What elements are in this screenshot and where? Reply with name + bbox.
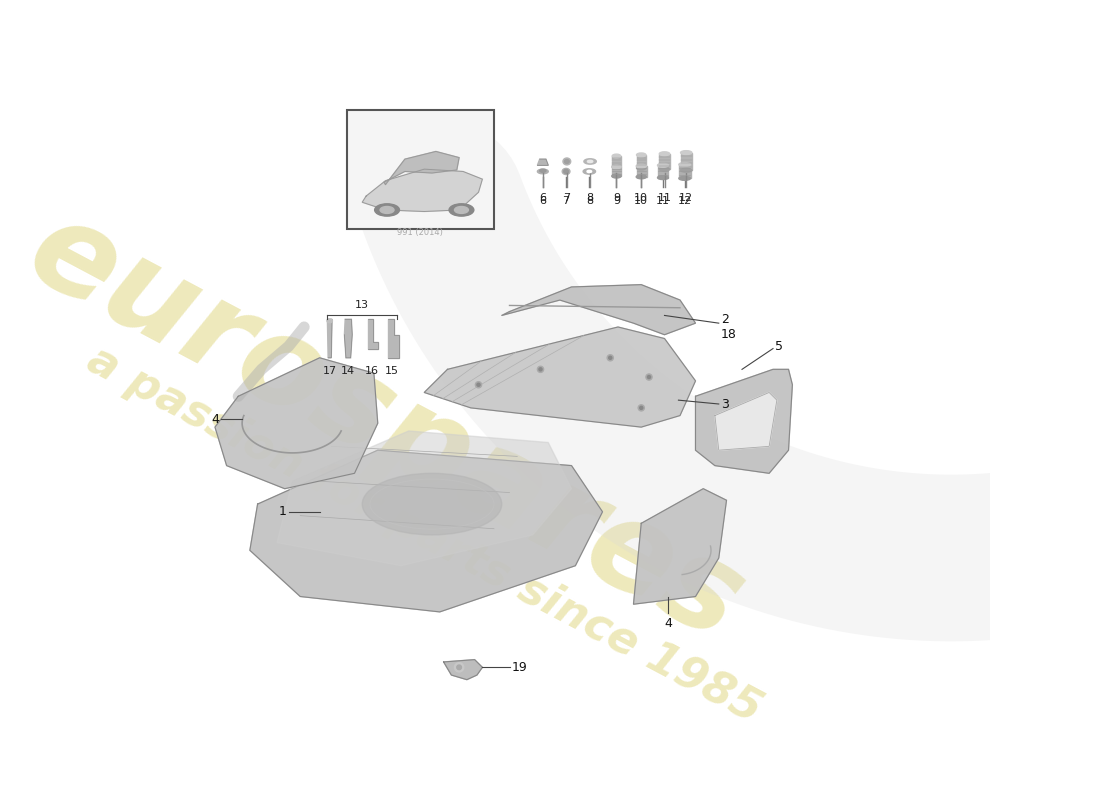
Circle shape: [608, 356, 612, 359]
Ellipse shape: [362, 474, 502, 535]
Ellipse shape: [587, 160, 593, 162]
Text: 5: 5: [776, 340, 783, 353]
Text: 16: 16: [364, 366, 378, 375]
Ellipse shape: [636, 164, 647, 168]
Ellipse shape: [563, 170, 569, 174]
Ellipse shape: [613, 154, 620, 158]
Ellipse shape: [679, 177, 691, 180]
Bar: [637, 155, 646, 168]
Ellipse shape: [681, 150, 692, 154]
Circle shape: [646, 374, 652, 380]
Text: 12: 12: [679, 193, 693, 203]
Ellipse shape: [587, 170, 592, 173]
Polygon shape: [250, 450, 603, 612]
Circle shape: [454, 662, 464, 672]
Polygon shape: [362, 169, 483, 211]
Ellipse shape: [612, 165, 621, 169]
Text: 11: 11: [656, 196, 670, 206]
Ellipse shape: [659, 167, 670, 171]
Text: 7: 7: [563, 193, 571, 203]
Polygon shape: [277, 431, 572, 566]
Circle shape: [477, 383, 480, 386]
Text: eurospares: eurospares: [8, 188, 762, 666]
Bar: [612, 167, 621, 176]
Circle shape: [539, 368, 542, 371]
Polygon shape: [388, 319, 398, 358]
Bar: [658, 166, 669, 178]
Text: 13: 13: [355, 300, 370, 310]
Text: 7: 7: [562, 196, 570, 206]
Ellipse shape: [658, 163, 669, 167]
Circle shape: [648, 375, 650, 378]
Ellipse shape: [327, 319, 332, 322]
Text: 18: 18: [722, 328, 737, 341]
Text: 4: 4: [664, 617, 672, 630]
Text: 4: 4: [211, 413, 219, 426]
Bar: [681, 153, 692, 170]
Text: 8: 8: [586, 193, 594, 203]
Ellipse shape: [658, 176, 669, 179]
Bar: [679, 165, 691, 178]
Text: 10: 10: [635, 193, 648, 203]
Text: 15: 15: [385, 366, 398, 375]
Polygon shape: [384, 151, 459, 185]
Circle shape: [640, 406, 642, 410]
Ellipse shape: [562, 168, 570, 174]
Ellipse shape: [679, 162, 691, 166]
Ellipse shape: [540, 169, 546, 172]
Polygon shape: [328, 319, 332, 358]
Ellipse shape: [681, 168, 692, 172]
Circle shape: [607, 354, 614, 361]
Text: 1: 1: [278, 506, 286, 518]
Polygon shape: [634, 489, 726, 604]
Text: 8: 8: [586, 196, 593, 206]
Text: 10: 10: [635, 196, 648, 206]
Text: 2: 2: [722, 313, 729, 326]
Text: 19: 19: [512, 661, 528, 674]
Polygon shape: [425, 327, 695, 427]
Text: a passion for parts since 1985: a passion for parts since 1985: [80, 338, 769, 732]
Text: 3: 3: [722, 398, 729, 410]
Bar: [346, 110, 494, 230]
Ellipse shape: [637, 153, 646, 157]
Ellipse shape: [584, 158, 596, 164]
Ellipse shape: [659, 152, 670, 156]
Polygon shape: [715, 393, 777, 450]
Ellipse shape: [613, 165, 620, 169]
Text: 9: 9: [613, 193, 620, 203]
Circle shape: [456, 665, 462, 670]
Ellipse shape: [563, 158, 571, 165]
Text: 17: 17: [322, 366, 337, 375]
Circle shape: [538, 366, 543, 373]
Text: 6: 6: [539, 193, 547, 203]
Ellipse shape: [637, 166, 646, 170]
Polygon shape: [443, 660, 483, 680]
Circle shape: [638, 405, 645, 411]
Polygon shape: [502, 285, 695, 334]
Polygon shape: [367, 319, 377, 349]
Ellipse shape: [449, 204, 474, 216]
Ellipse shape: [375, 204, 399, 216]
Text: 9: 9: [613, 196, 620, 206]
Text: 11: 11: [658, 193, 671, 203]
Polygon shape: [214, 358, 377, 489]
Bar: [659, 154, 670, 169]
Text: 14: 14: [341, 366, 355, 375]
Bar: [613, 156, 620, 167]
Ellipse shape: [381, 206, 394, 214]
Ellipse shape: [636, 175, 647, 178]
Circle shape: [475, 382, 482, 388]
Bar: [637, 166, 647, 177]
Polygon shape: [344, 319, 352, 358]
Ellipse shape: [454, 206, 469, 214]
Ellipse shape: [612, 174, 621, 178]
Text: 991 (2014): 991 (2014): [397, 228, 443, 238]
Text: 6: 6: [539, 196, 547, 206]
Polygon shape: [538, 159, 548, 166]
Text: 12: 12: [678, 196, 692, 206]
Ellipse shape: [564, 159, 569, 163]
Polygon shape: [695, 370, 792, 474]
Ellipse shape: [538, 169, 548, 174]
Ellipse shape: [583, 169, 595, 174]
